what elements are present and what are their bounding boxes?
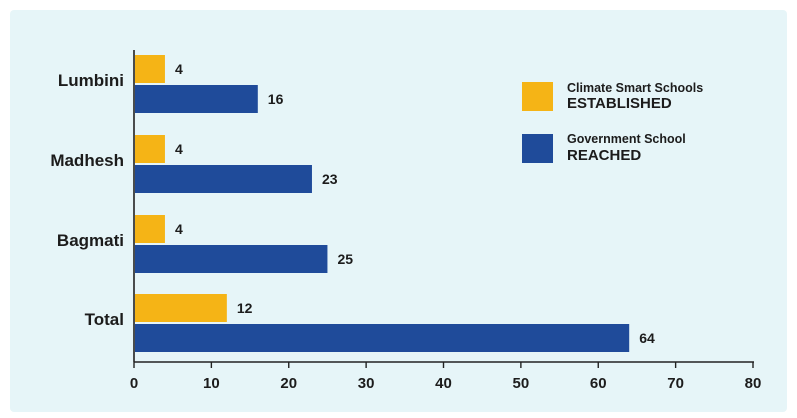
x-tick-label-50: 50 bbox=[513, 375, 530, 392]
legend-swatch-reached bbox=[522, 134, 553, 163]
bar-total-reached bbox=[135, 324, 630, 352]
x-tick-label-30: 30 bbox=[358, 375, 375, 392]
bar-chart: Lumbini Madhesh Bagmati Total 4 16 4 23 4 25 12 64… bbox=[50, 50, 762, 392]
category-label-total: Total bbox=[85, 310, 124, 329]
value-label-lumbini-established: 4 bbox=[175, 61, 183, 77]
x-tick-label-70: 70 bbox=[667, 375, 684, 392]
x-tick-label-60: 60 bbox=[590, 375, 607, 392]
x-tick-label-40: 40 bbox=[435, 375, 452, 392]
x-tick-label-0: 0 bbox=[130, 375, 138, 392]
value-label-total-established: 12 bbox=[237, 300, 253, 316]
legend-label-established-line2: ESTABLISHED bbox=[567, 95, 672, 112]
bar-bagmati-reached bbox=[135, 245, 328, 273]
legend-label-reached-line1: Government School bbox=[567, 132, 686, 146]
bar-bagmati-established bbox=[135, 215, 165, 243]
bar-madhesh-established bbox=[135, 135, 165, 163]
category-label-madhesh: Madhesh bbox=[50, 151, 124, 170]
chart-panel: Lumbini Madhesh Bagmati Total 4 16 4 23 4 25 12 64… bbox=[10, 10, 787, 412]
bar-madhesh-reached bbox=[135, 165, 312, 193]
x-axis-ticks: 0 10 20 30 40 50 60 70 80 bbox=[130, 362, 762, 392]
value-label-total-reached: 64 bbox=[639, 330, 655, 346]
value-label-madhesh-reached: 23 bbox=[322, 171, 338, 187]
value-label-bagmati-established: 4 bbox=[175, 221, 183, 237]
value-label-bagmati-reached: 25 bbox=[337, 251, 353, 267]
value-labels: 4 16 4 23 4 25 12 64 bbox=[175, 61, 655, 346]
bars-group bbox=[135, 55, 630, 352]
category-labels: Lumbini Madhesh Bagmati Total bbox=[50, 71, 124, 329]
bar-lumbini-reached bbox=[135, 85, 258, 113]
legend-label-reached-line2: REACHED bbox=[567, 147, 641, 164]
value-label-madhesh-established: 4 bbox=[175, 141, 183, 157]
category-label-bagmati: Bagmati bbox=[57, 231, 124, 250]
category-label-lumbini: Lumbini bbox=[58, 71, 124, 90]
x-tick-label-20: 20 bbox=[280, 375, 297, 392]
legend: Climate Smart Schools ESTABLISHED Govern… bbox=[522, 81, 703, 164]
x-tick-label-10: 10 bbox=[203, 375, 220, 392]
value-label-lumbini-reached: 16 bbox=[268, 91, 284, 107]
bar-total-established bbox=[135, 294, 227, 322]
bar-lumbini-established bbox=[135, 55, 165, 83]
legend-label-established-line1: Climate Smart Schools bbox=[567, 81, 703, 95]
legend-swatch-established bbox=[522, 82, 553, 111]
x-tick-label-80: 80 bbox=[745, 375, 762, 392]
